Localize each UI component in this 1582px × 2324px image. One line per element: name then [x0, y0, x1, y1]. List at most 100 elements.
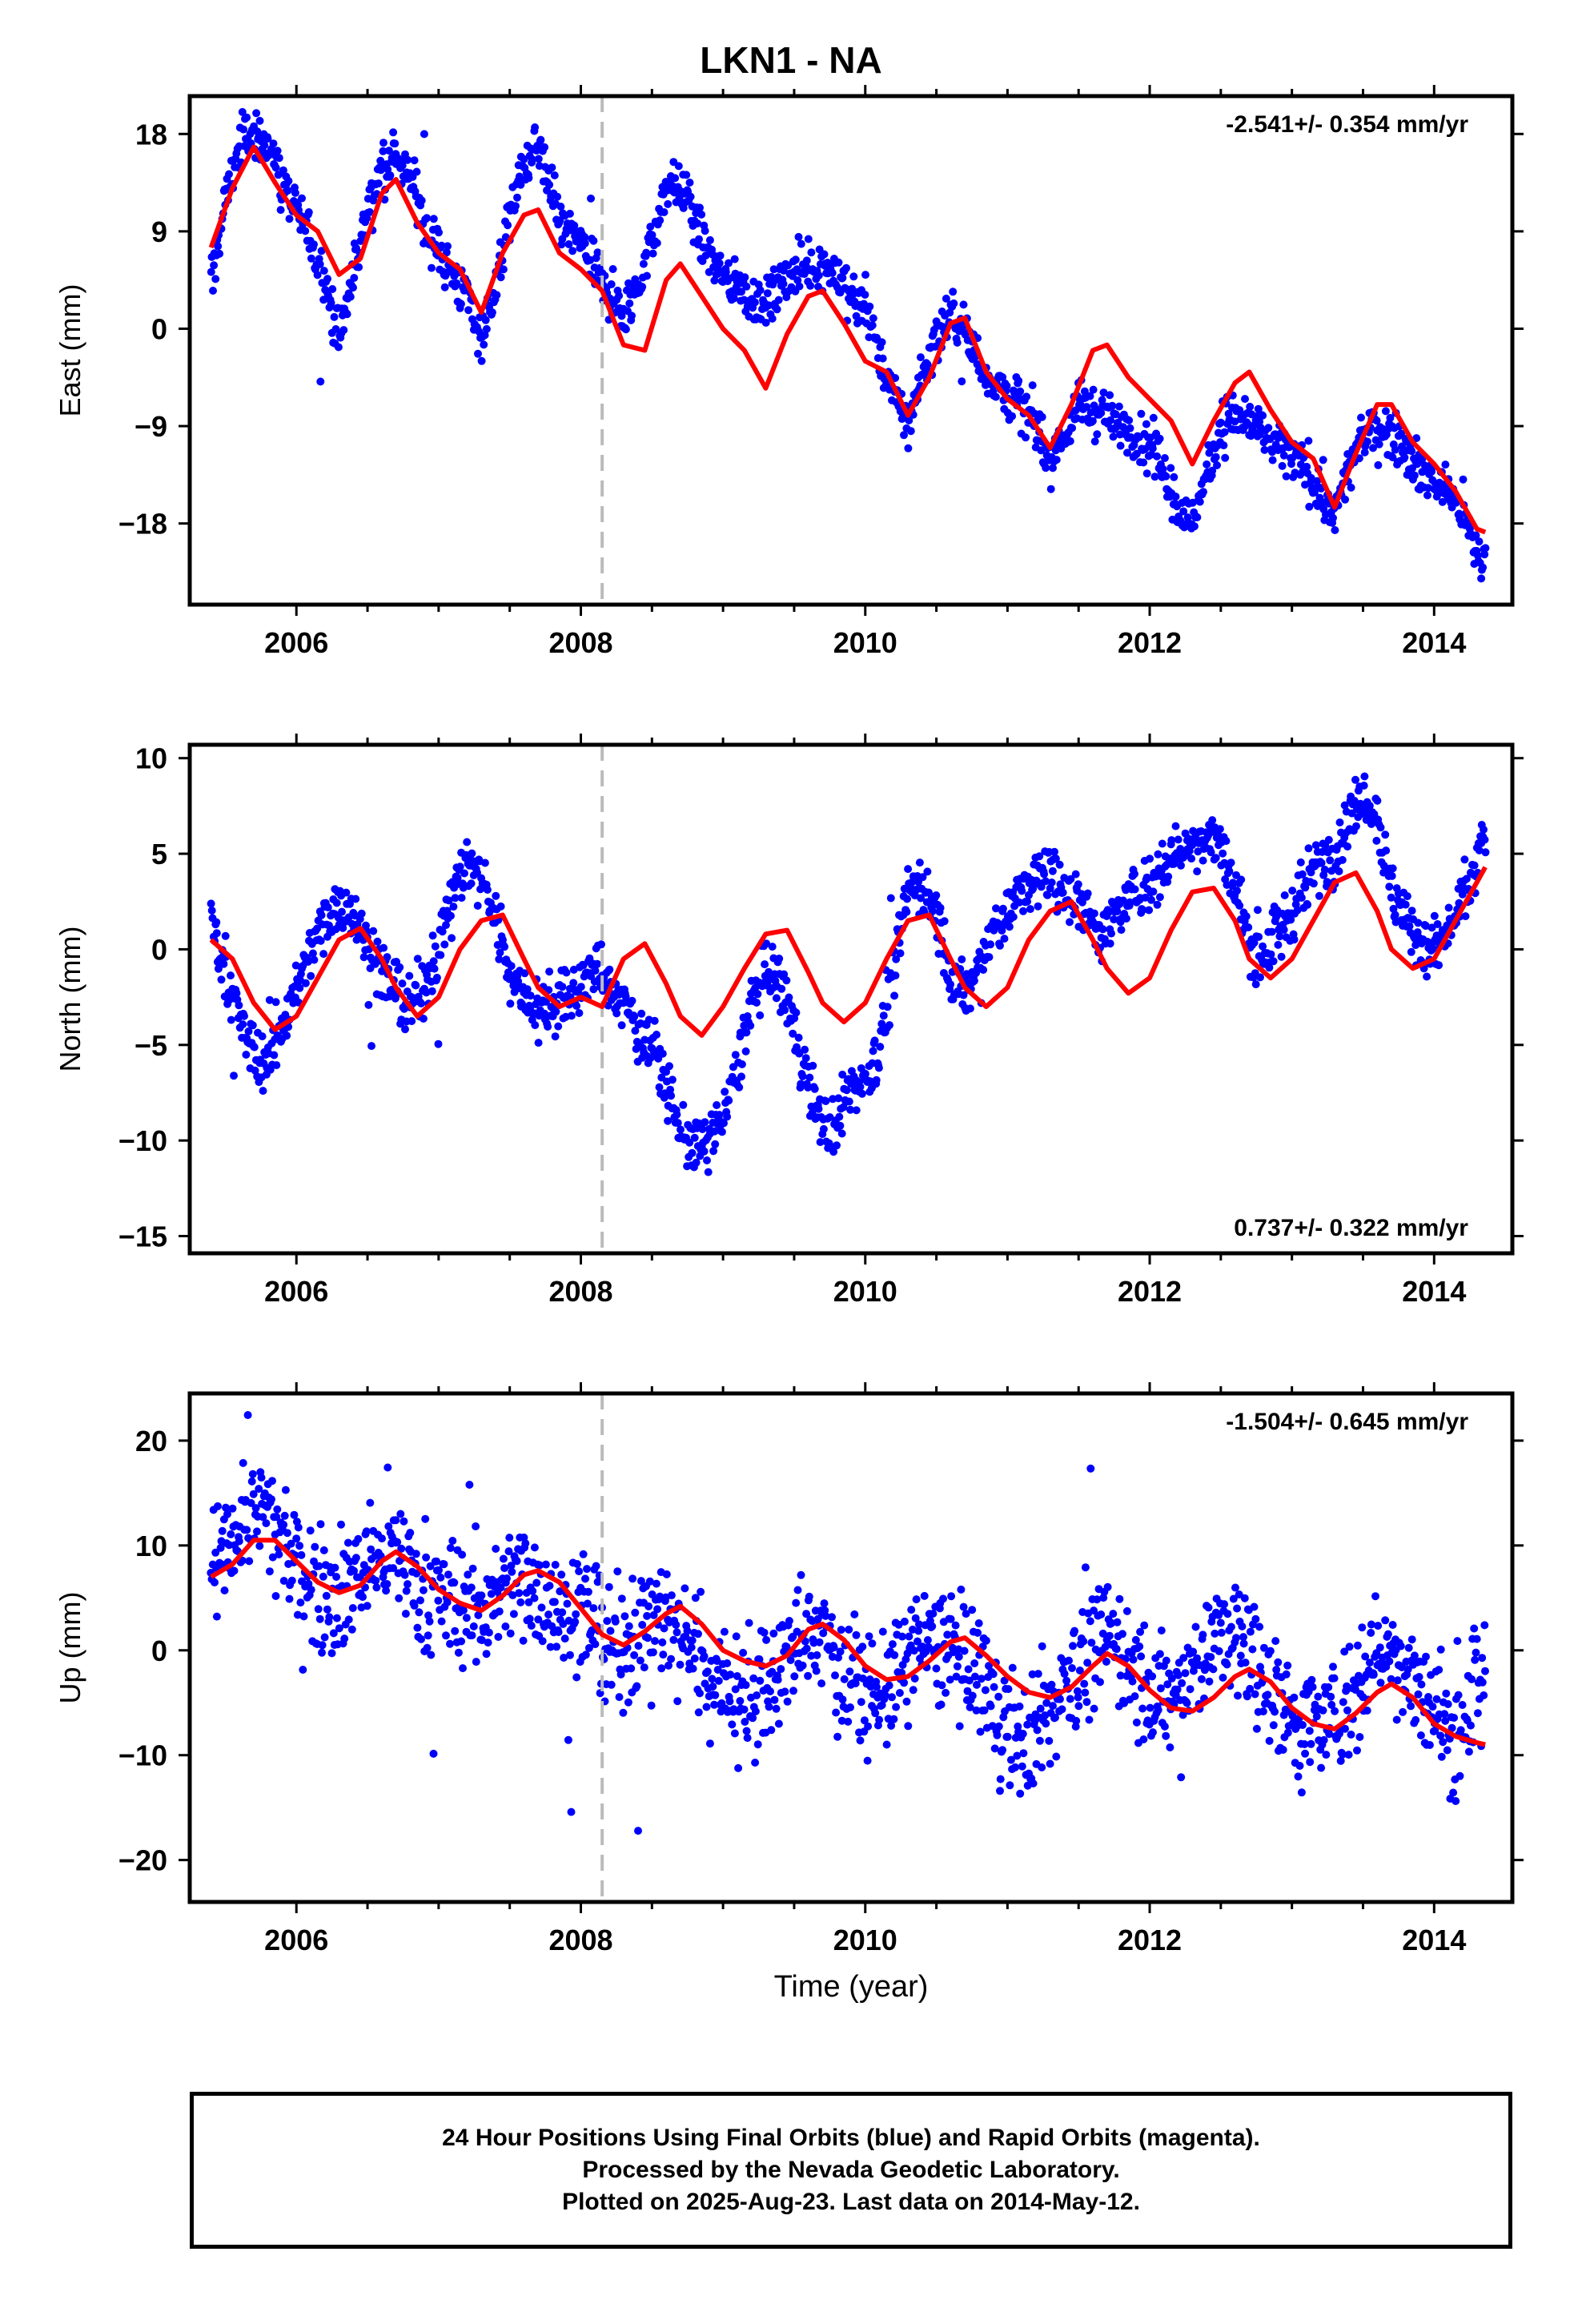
east-data-point: [628, 312, 636, 320]
north-data-point: [401, 1025, 409, 1034]
east-data-point: [1116, 441, 1125, 450]
up-data-point: [812, 1667, 821, 1675]
up-data-point: [960, 1647, 969, 1655]
up-data-point: [690, 1655, 699, 1663]
up-data-point: [613, 1567, 622, 1576]
up-data-point: [1250, 1602, 1259, 1611]
up-data-point: [1096, 1678, 1104, 1687]
east-data-point: [298, 194, 306, 203]
up-data-point: [214, 1502, 222, 1510]
up-data-point: [703, 1667, 712, 1676]
east-data-point: [1153, 452, 1162, 460]
east-data-point: [959, 300, 968, 309]
north-data-point: [842, 1086, 851, 1095]
east-data-point: [301, 227, 310, 235]
footer-line-2: Processed by the Nevada Geodetic Laborat…: [582, 2157, 1120, 2183]
up-data-point: [913, 1637, 921, 1646]
up-data-point: [584, 1643, 593, 1652]
up-data-point: [459, 1664, 467, 1673]
north-data-point: [369, 927, 378, 935]
north-data-point: [1298, 870, 1307, 879]
east-data-point: [1150, 472, 1159, 481]
east-data-point: [1305, 502, 1314, 511]
up-data-point: [840, 1675, 849, 1683]
north-data-point: [542, 997, 550, 1006]
up-data-point: [255, 1542, 264, 1550]
up-data-point: [1087, 1638, 1096, 1647]
up-data-point: [993, 1731, 1002, 1739]
up-data-point: [1130, 1692, 1139, 1701]
east-data-point: [379, 147, 387, 155]
up-data-point: [807, 1651, 816, 1660]
up-data-point: [651, 1637, 659, 1646]
up-data-point: [1317, 1763, 1326, 1772]
up-data-point: [741, 1681, 750, 1690]
up-data-point: [902, 1697, 911, 1706]
up-data-point: [1013, 1751, 1022, 1760]
north-data-point: [915, 858, 924, 867]
north-data-point: [692, 1158, 701, 1167]
up-data-point: [1003, 1732, 1012, 1741]
up-data-point: [1097, 1610, 1106, 1618]
north-data-point: [359, 953, 368, 962]
north-data-point: [442, 921, 450, 930]
north-data-point: [1225, 867, 1234, 875]
up-data-point: [985, 1662, 993, 1671]
east-data-point: [802, 256, 811, 265]
north-data-point: [996, 941, 1004, 950]
east-rate-label: -2.541+/- 0.354 mm/yr: [1226, 111, 1468, 138]
up-data-point: [421, 1514, 430, 1523]
north-data-point: [1071, 870, 1080, 879]
east-data-point: [1347, 483, 1355, 492]
north-data-point: [688, 1148, 697, 1157]
east-data-point: [444, 242, 452, 251]
up-data-point: [1263, 1691, 1272, 1699]
up-data-point: [1271, 1637, 1280, 1646]
up-data-point: [318, 1641, 327, 1650]
up-data-point: [667, 1591, 676, 1600]
east-data-point: [570, 221, 579, 230]
north-rate-label: 0.737+/- 0.322 mm/yr: [1234, 1215, 1468, 1241]
north-data-point: [1318, 847, 1327, 856]
north-data-point: [217, 975, 226, 984]
north-data-point: [731, 1051, 740, 1059]
up-data-point: [990, 1683, 998, 1691]
east-data-point: [695, 235, 703, 243]
up-data-point: [713, 1666, 722, 1674]
up-data-point: [844, 1717, 853, 1726]
up-data-point: [1255, 1622, 1264, 1631]
up-data-point: [963, 1687, 972, 1695]
up-data-point: [1181, 1669, 1190, 1678]
up-data-point: [1207, 1653, 1215, 1662]
east-data-point: [285, 215, 294, 223]
up-data-point: [694, 1630, 702, 1638]
up-data-point: [802, 1610, 811, 1618]
up-data-point: [1136, 1627, 1145, 1636]
north-data-point: [1074, 880, 1082, 889]
up-data-point: [1071, 1723, 1080, 1731]
up-data-point: [1450, 1714, 1459, 1722]
east-data-point: [794, 232, 803, 241]
east-data-point: [671, 174, 680, 183]
east-data-point: [386, 171, 395, 179]
north-data-point: [317, 911, 326, 919]
up-data-point: [888, 1693, 896, 1702]
up-data-point: [720, 1627, 729, 1636]
up-data-point: [1220, 1600, 1229, 1609]
up-data-point: [900, 1617, 909, 1626]
north-y-tick-label: −10: [118, 1124, 167, 1157]
north-data-point: [829, 1148, 838, 1156]
up-data-point: [1191, 1622, 1200, 1631]
east-data-point: [1279, 451, 1288, 460]
up-data-point: [734, 1763, 743, 1772]
up-data-point: [1367, 1629, 1375, 1637]
east-x-tick-label: 2010: [833, 626, 897, 659]
up-data-point: [705, 1739, 714, 1748]
up-data-point: [404, 1580, 412, 1589]
east-data-point: [1126, 424, 1134, 432]
north-data-point: [468, 849, 476, 858]
east-data-point: [435, 228, 443, 237]
up-data-point: [1082, 1698, 1091, 1707]
north-data-point: [432, 973, 441, 982]
up-data-point: [1376, 1679, 1385, 1687]
